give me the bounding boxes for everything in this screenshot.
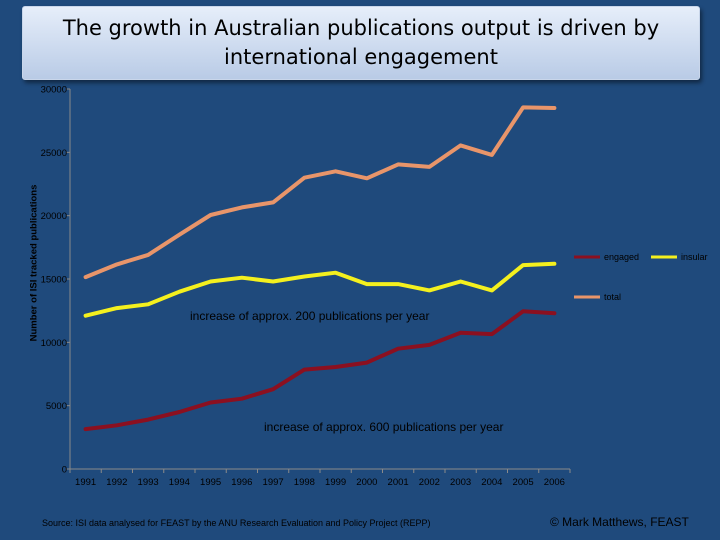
chart-title-text: The growth in Australian publications ou…: [62, 16, 660, 69]
x-tick-label: 2002: [419, 477, 440, 488]
x-tick-label: 1992: [106, 477, 127, 488]
series-line-total: [83, 105, 557, 280]
y-axis-label: Number of ISI tracked publications: [28, 184, 40, 342]
legend-label-insular: insular: [681, 252, 708, 262]
x-tick-label: 1995: [200, 477, 221, 488]
series-line-insular: [83, 261, 557, 318]
x-tick-label: 1998: [294, 477, 315, 488]
copyright-credit: © Mark Matthews, FEAST: [550, 515, 689, 529]
x-tick-label: 1994: [169, 477, 190, 488]
annotation-insular-growth: increase of approx. 200 publications per…: [190, 309, 430, 323]
y-tick-label: 5000: [46, 401, 67, 412]
x-tick-label: 2000: [356, 477, 377, 488]
x-tick-label: 1997: [263, 477, 284, 488]
annotation-engaged-growth: increase of approx. 600 publications per…: [264, 420, 504, 434]
legend-label-engaged: engaged: [604, 252, 639, 262]
y-tick-label: 10000: [41, 338, 67, 349]
y-tick-label: 30000: [41, 85, 67, 96]
x-tick-label: 1999: [325, 477, 346, 488]
y-tick-label: 0: [62, 465, 67, 476]
x-tick-label: 2005: [513, 477, 534, 488]
legend-label-total: total: [604, 292, 621, 302]
x-tick-label: 2006: [544, 477, 565, 488]
y-tick-label: 25000: [41, 148, 67, 159]
y-tick-label: 15000: [41, 275, 67, 286]
y-tick-label: 20000: [41, 211, 67, 222]
chart-axes: 0 5000 10000 15000 20000 25000 30000 1991 1992 19…: [41, 85, 571, 488]
x-tick-label: 2003: [450, 477, 471, 488]
x-tick-label: 1991: [75, 477, 96, 488]
source-note: Source: ISI data analysed for FEAST by t…: [42, 518, 431, 528]
x-tick-label: 2001: [388, 477, 409, 488]
chart-legend: engaged insular total: [574, 252, 708, 302]
series-line-engaged: [83, 309, 557, 432]
x-tick-label: 1993: [138, 477, 159, 488]
x-tick-label: 1996: [231, 477, 252, 488]
chart-title: The growth in Australian publications ou…: [22, 6, 700, 80]
chart-lines: [83, 105, 557, 432]
x-tick-label: 2004: [481, 477, 502, 488]
